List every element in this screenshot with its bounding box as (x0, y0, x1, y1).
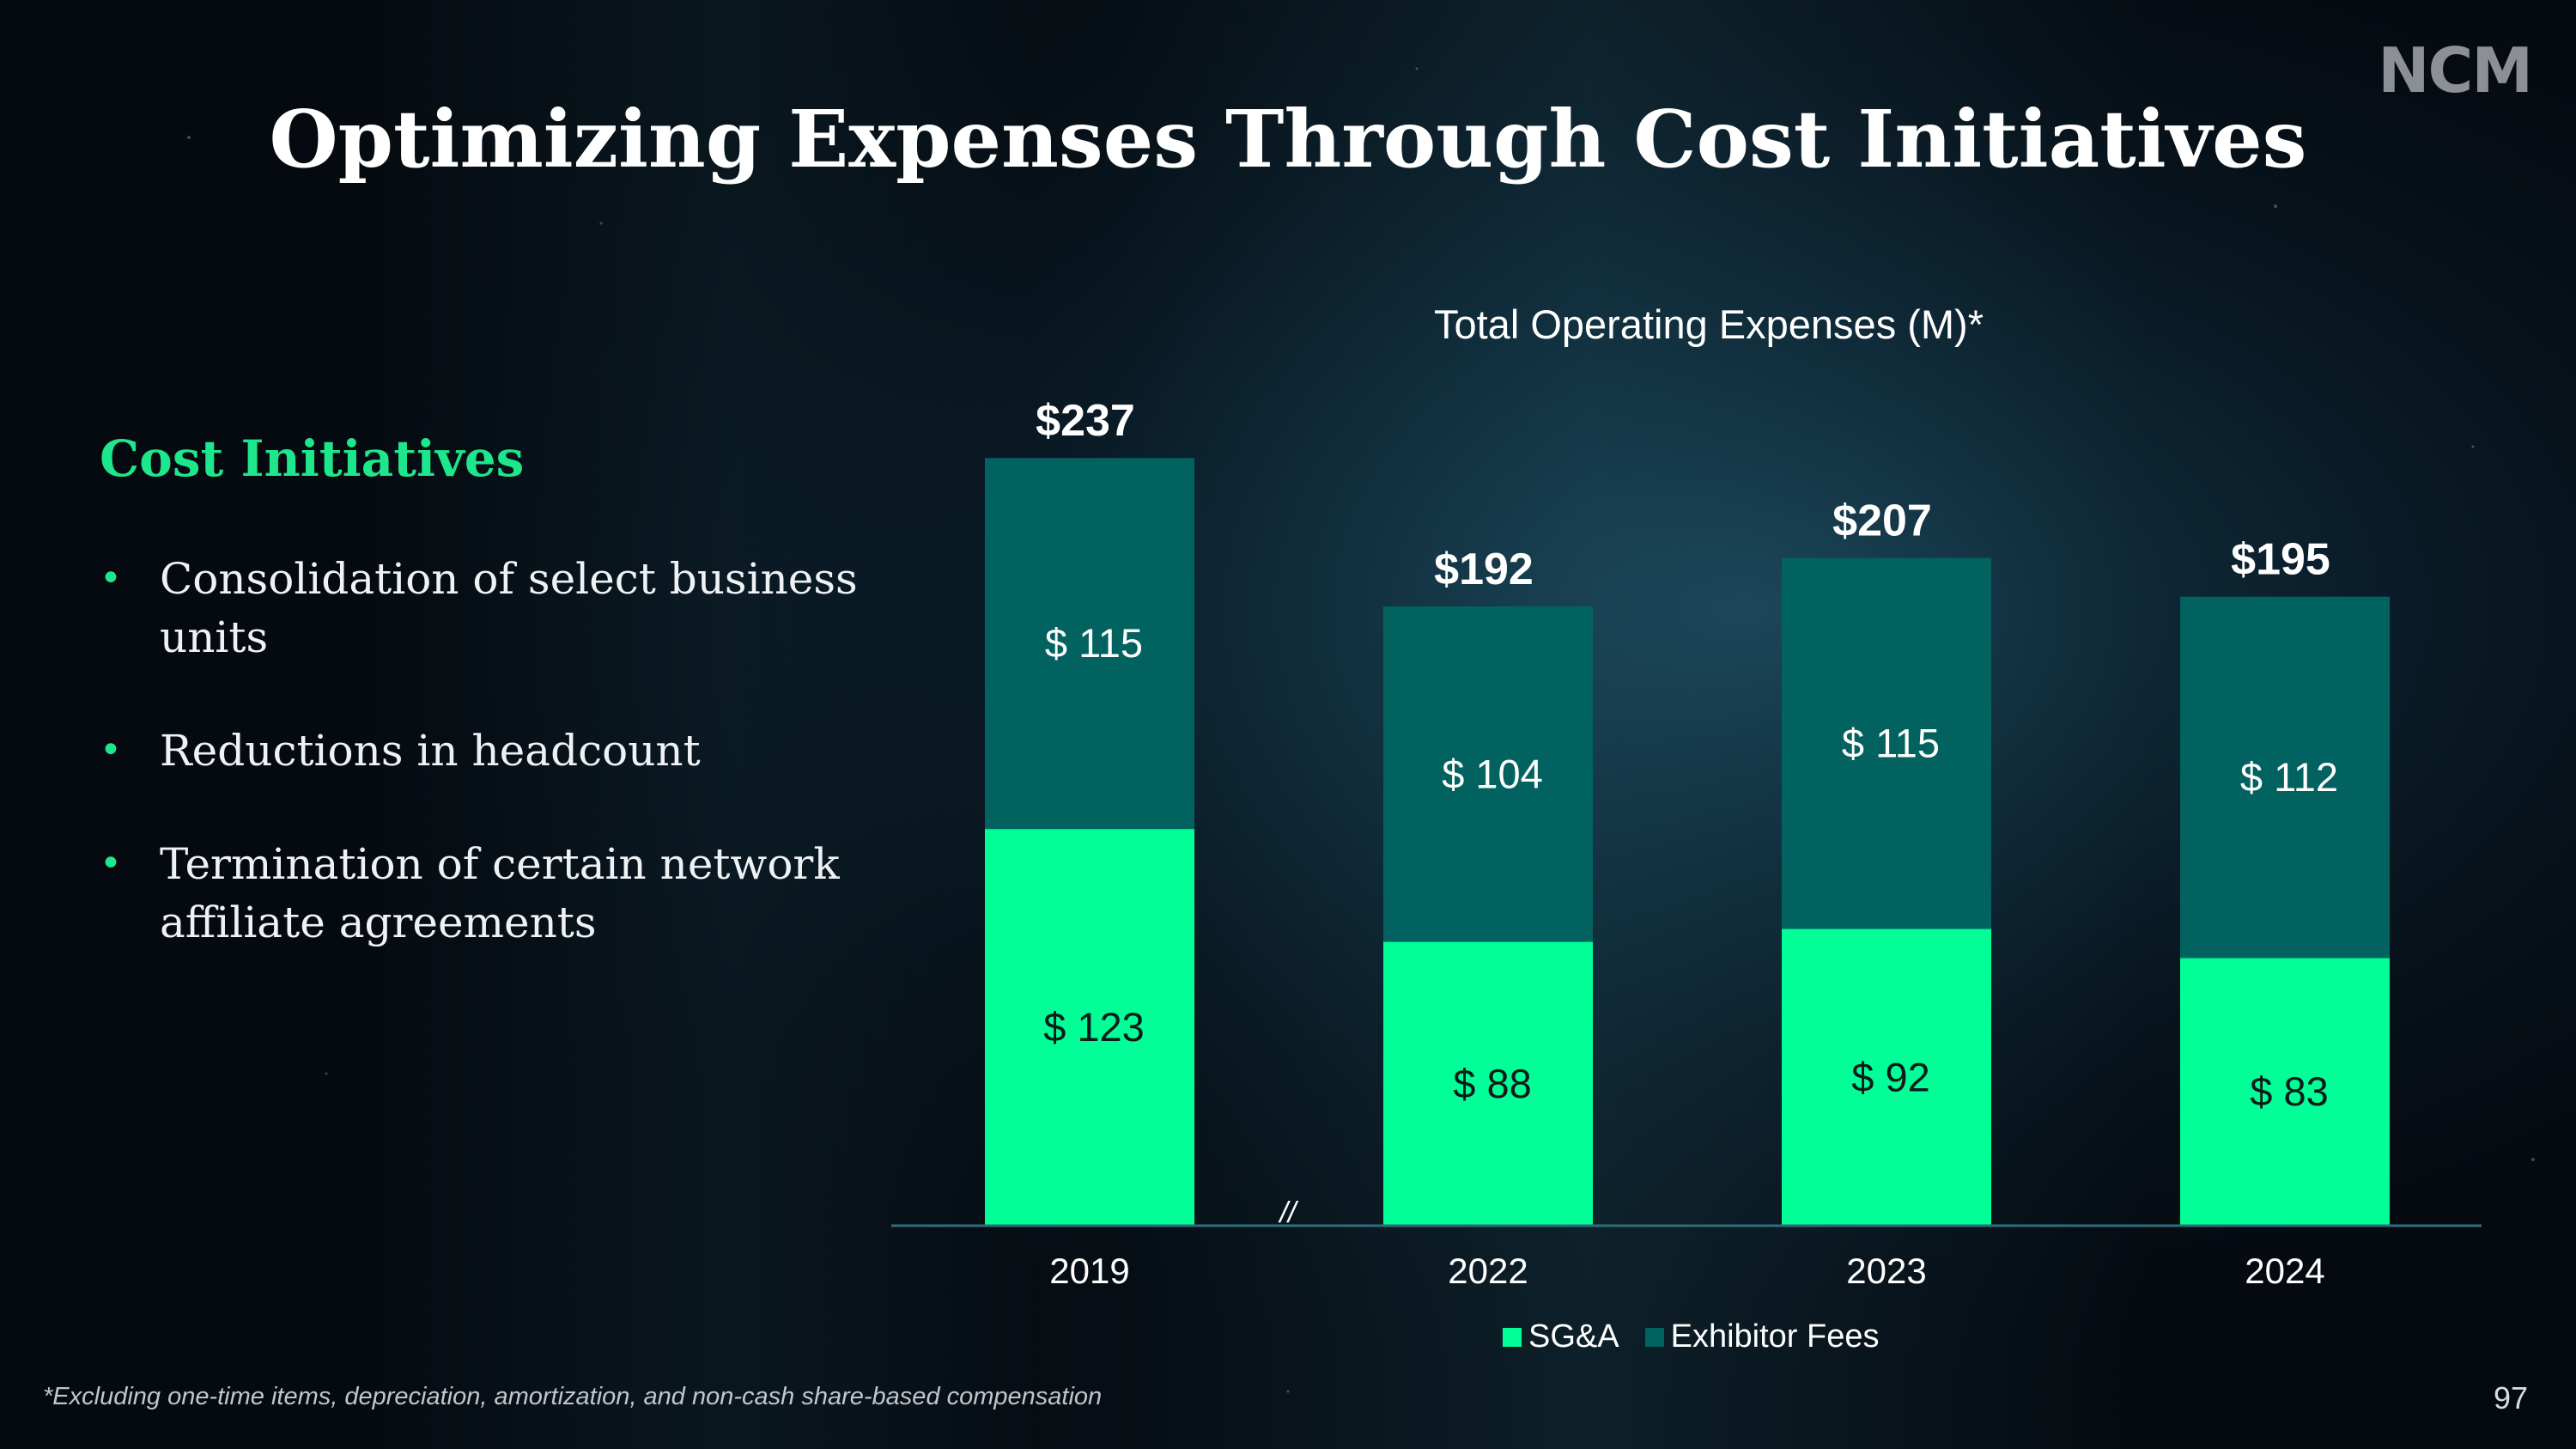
legend-swatch-sga (1503, 1327, 1522, 1347)
x-tick-label-2024: 2024 (2245, 1251, 2324, 1291)
total-label-2024: $195 (2231, 535, 2330, 585)
data-label-exhibitor-fees-2022: $ 104 (1442, 751, 1543, 796)
data-label-exhibitor-fees-2019: $ 115 (1045, 620, 1143, 666)
cost-initiatives-panel: Cost Initiatives • Consolidation of sele… (100, 429, 872, 1007)
data-label-sga-2019: $ 123 (1043, 1004, 1145, 1050)
legend-label-exhibitor-fees: Exhibitor Fees (1670, 1318, 1880, 1355)
bullet-text: Consolidation of select business units (160, 554, 858, 662)
data-label-sga-2023: $ 92 (1851, 1054, 1929, 1099)
x-tick-label-2022: 2022 (1448, 1251, 1528, 1291)
legend-item-exhibitor-fees: Exhibitor Fees (1644, 1318, 1880, 1355)
bar-exhibitor-fees-2022 (1383, 606, 1593, 942)
bullet-text: Termination of certain network affiliate… (160, 839, 840, 947)
data-label-exhibitor-fees-2024: $ 112 (2240, 754, 2338, 800)
slide-title: Optimizing Expenses Through Cost Initiat… (269, 93, 2307, 186)
data-label-exhibitor-fees-2023: $ 115 (1842, 721, 1940, 766)
bullet-icon: • (100, 842, 122, 886)
bar-sga-2019 (985, 829, 1194, 1226)
page-number: 97 (2493, 1380, 2528, 1416)
list-item: • Consolidation of select business units (100, 550, 872, 667)
bar-exhibitor-fees-2024 (2180, 596, 2390, 959)
data-label-sga-2024: $ 83 (2250, 1068, 2328, 1114)
list-item: • Termination of certain network affilia… (100, 835, 872, 952)
bullet-icon: • (100, 728, 122, 772)
x-tick-label-2023: 2023 (1846, 1251, 1926, 1291)
cost-initiatives-heading: Cost Initiatives (100, 429, 525, 488)
total-label-2019: $237 (1036, 396, 1135, 446)
bar-exhibitor-fees-2023 (1782, 557, 1991, 929)
bullet-icon: • (100, 557, 122, 600)
bullet-text: Reductions in headcount (160, 726, 701, 776)
bar-sga-2023 (1782, 928, 1991, 1226)
data-label-sga-2022: $ 88 (1453, 1061, 1531, 1106)
legend-label-sga: SG&A (1528, 1318, 1619, 1355)
total-label-2023: $207 (1832, 496, 1932, 546)
list-item: • Reductions in headcount (100, 721, 872, 780)
bar-exhibitor-fees-2019 (985, 458, 1194, 830)
axis-break-marker: // (1279, 1196, 1299, 1229)
bar-sga-2024 (2180, 958, 2390, 1226)
legend-swatch-exhibitor-fees (1644, 1327, 1664, 1347)
chart-title: Total Operating Expenses (M)* (1433, 301, 1984, 347)
total-label-2022: $192 (1434, 545, 1534, 594)
brand-logo: NCM (2378, 34, 2533, 107)
x-tick-label-2019: 2019 (1049, 1251, 1129, 1291)
footnote: *Excluding one-time items, depreciation,… (43, 1383, 1103, 1410)
bar-sga-2022 (1383, 941, 1593, 1226)
cost-initiatives-list: • Consolidation of select business units… (100, 550, 872, 952)
chart-legend: SG&A Exhibitor Fees (1503, 1318, 1905, 1355)
legend-item-sga: SG&A (1503, 1318, 1619, 1355)
